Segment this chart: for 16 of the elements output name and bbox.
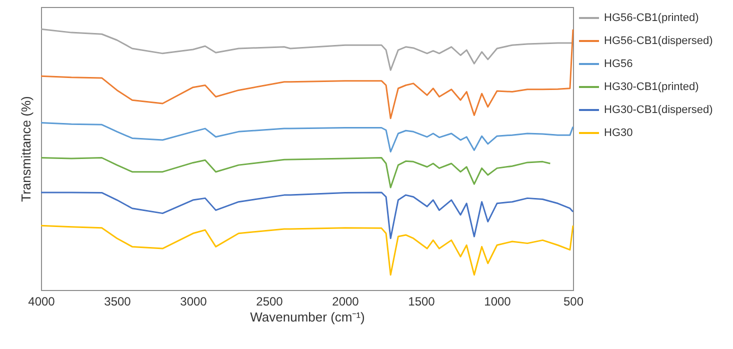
legend-label: HG56: [604, 58, 633, 70]
x-tick-label: 500: [563, 294, 584, 308]
x-tick-label: 1500: [408, 294, 436, 308]
x-tick-label: 3000: [180, 294, 208, 308]
x-tick-label: 2500: [256, 294, 284, 308]
x-tick-label: 1000: [484, 294, 512, 308]
legend-label: HG30-CB1(dispersed): [604, 104, 713, 116]
legend-label: HG56-CB1(printed): [604, 12, 699, 24]
y-axis-title: Transmittance (%): [18, 96, 34, 202]
legend-label: HG30-CB1(printed): [604, 81, 699, 93]
x-tick-label: 2000: [332, 294, 360, 308]
x-axis-title: Wavenumber (cm⁻¹): [250, 310, 365, 324]
x-tick-label: 3500: [104, 294, 132, 308]
legend-label: HG56-CB1(dispersed): [604, 35, 713, 47]
x-tick-label: 4000: [28, 294, 56, 308]
legend-label: HG30: [604, 127, 633, 139]
